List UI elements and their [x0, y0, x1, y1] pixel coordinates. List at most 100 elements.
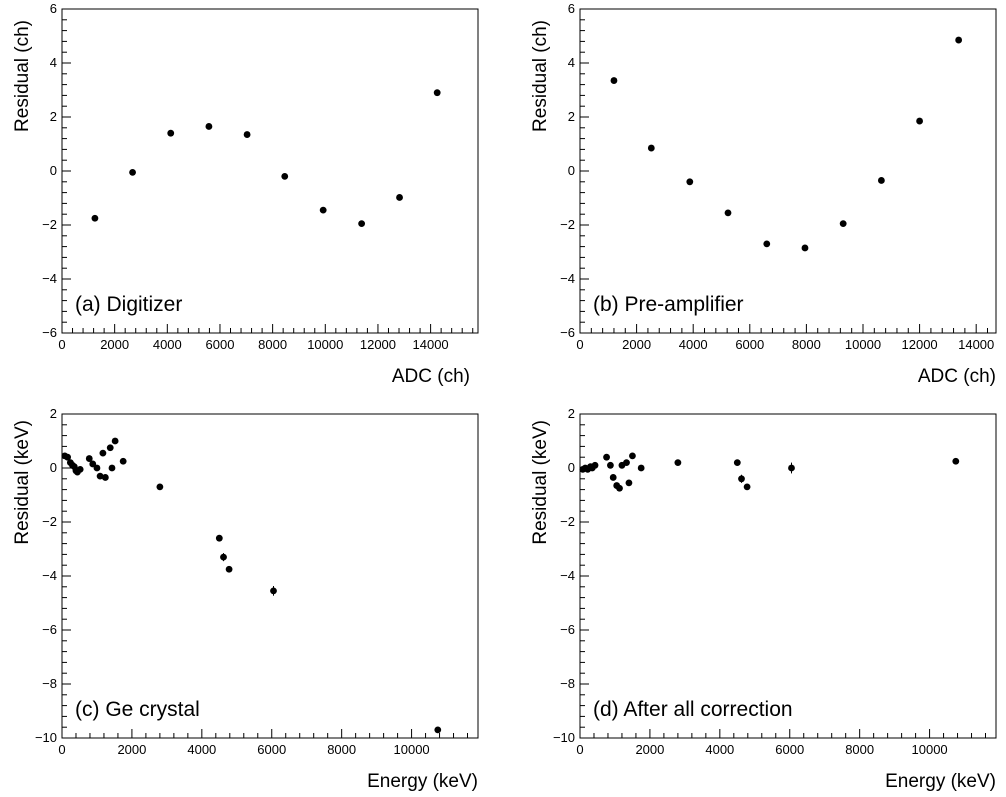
data-point: [603, 453, 610, 461]
data-point: [129, 168, 136, 176]
data-points: [579, 452, 960, 492]
y-tick-label: 0: [568, 163, 575, 178]
x-axis-title: Energy (keV): [885, 771, 996, 792]
data-point: [156, 483, 164, 491]
data-point: [607, 461, 614, 469]
panel-label: (b) Pre-amplifier: [593, 293, 744, 316]
y-tick-label: −6: [42, 325, 57, 340]
data-point: [738, 475, 745, 483]
y-tick-label: 0: [50, 460, 57, 475]
data-point: [119, 457, 127, 465]
panel-after-all-correction: 0 2000 4000 6000 8000 10000 −10 −8 −6 −4 −2 0 2 (d) …: [530, 406, 997, 792]
y-tick-label: 0: [568, 460, 575, 475]
data-points: [610, 36, 963, 252]
y-tick-label: −10: [553, 730, 575, 745]
y-axis-title: Residual (keV): [12, 420, 33, 545]
data-point: [281, 173, 289, 180]
x-tick-label: 14000: [413, 337, 449, 352]
y-axis-title: Residual (keV): [530, 420, 551, 545]
data-points: [91, 89, 441, 228]
data-point: [686, 178, 694, 186]
data-point: [96, 472, 104, 480]
panel-pre-amplifier: 0 2000 4000 6000 8000 10000 12000 14000 −6 −4 −2 0 2…: [530, 1, 997, 387]
data-point: [763, 240, 771, 248]
y-axis-title: Residual (ch): [12, 20, 33, 132]
x-tick-label: 8000: [327, 742, 356, 757]
data-point: [952, 457, 960, 465]
y-tick-label: 6: [50, 1, 57, 16]
x-tick-label: 12000: [360, 337, 396, 352]
data-point: [647, 144, 655, 152]
panel-digitizer: 0 2000 4000 6000 8000 10000 12000 14000 −6 −4 −2 0 2…: [12, 1, 479, 387]
data-point: [629, 452, 636, 460]
data-point: [89, 460, 97, 468]
y-tick-label: −4: [560, 271, 575, 286]
x-tick-label: 6000: [775, 742, 804, 757]
data-point: [396, 194, 403, 201]
data-point: [674, 459, 682, 466]
data-point: [801, 244, 809, 252]
x-tick-label: 10000: [912, 742, 948, 757]
y-tick-label: −2: [560, 217, 575, 232]
panel-label: (c) Ge crystal: [75, 698, 200, 721]
x-tick-label: 8000: [258, 337, 287, 352]
x-tick-label: 4000: [679, 337, 708, 352]
panel-label: (d) After all correction: [593, 698, 793, 721]
data-point: [733, 459, 741, 466]
data-point: [616, 484, 623, 492]
x-tick-label: 10000: [307, 337, 343, 352]
data-point: [839, 220, 847, 228]
data-point: [270, 587, 277, 595]
data-point: [637, 464, 645, 472]
x-axis-title: ADC (ch): [392, 366, 470, 387]
data-point: [877, 177, 885, 184]
data-point: [220, 553, 227, 561]
data-point: [167, 129, 175, 137]
data-point: [319, 206, 327, 214]
data-point: [106, 444, 114, 452]
data-point: [625, 479, 633, 487]
x-tick-label: 10000: [845, 337, 881, 352]
data-points: [61, 437, 442, 734]
data-point: [243, 131, 251, 138]
x-tick-label: 2000: [622, 337, 651, 352]
y-tick-label: 2: [50, 406, 57, 421]
y-tick-label: −4: [560, 568, 575, 583]
y-tick-label: 4: [50, 55, 57, 70]
axis-ticks: 0 2000 4000 6000 8000 10000 −10 −8 −6 −4 −2 0 2: [35, 406, 469, 757]
y-tick-label: −8: [560, 676, 575, 691]
y-tick-label: 4: [568, 55, 575, 70]
x-tick-label: 0: [58, 742, 65, 757]
x-axis-title: ADC (ch): [918, 366, 996, 387]
data-point: [76, 465, 84, 473]
axis-ticks: 0 2000 4000 6000 8000 10000 12000 14000 −6 −4 −2 0 2…: [42, 1, 474, 352]
data-point: [609, 474, 617, 481]
data-point: [433, 89, 441, 97]
data-point: [205, 123, 213, 130]
data-point: [101, 474, 109, 481]
data-point: [623, 459, 630, 466]
panel-label: (a) Digitizer: [75, 293, 182, 316]
data-point: [215, 534, 223, 542]
x-tick-label: 14000: [958, 337, 994, 352]
data-point: [99, 449, 107, 457]
x-tick-label: 8000: [845, 742, 874, 757]
y-tick-label: −2: [42, 217, 57, 232]
data-point: [743, 483, 751, 491]
data-point: [93, 464, 101, 472]
x-tick-label: 0: [576, 742, 583, 757]
data-point: [85, 455, 93, 462]
data-point: [916, 117, 923, 125]
x-axis-title: Energy (keV): [367, 771, 478, 792]
data-point: [955, 36, 963, 44]
y-tick-label: 2: [568, 406, 575, 421]
data-point: [434, 726, 442, 734]
y-tick-label: −4: [42, 568, 57, 583]
panel-ge-crystal: 0 2000 4000 6000 8000 10000 −10 −8 −6 −4 −2 0 2 (c) …: [12, 406, 479, 792]
data-point: [724, 209, 732, 217]
data-point: [225, 565, 233, 573]
y-tick-label: 2: [568, 109, 575, 124]
x-tick-label: 4000: [187, 742, 216, 757]
